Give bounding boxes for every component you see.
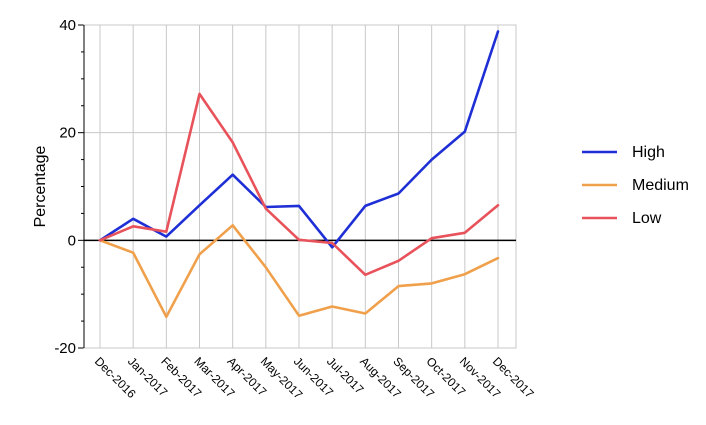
legend-label-high: High <box>632 144 665 161</box>
plot-frame <box>83 24 517 349</box>
series-line-high <box>98 30 500 249</box>
y-tick-label: 20 <box>59 125 76 142</box>
legend-label-low: Low <box>632 210 662 227</box>
series-lines <box>98 30 500 319</box>
series-line-medium <box>98 224 500 319</box>
axes <box>78 24 517 349</box>
y-tick-label: -20 <box>54 340 76 357</box>
series-line-low <box>98 92 500 277</box>
legend-label-medium: Medium <box>632 177 689 194</box>
y-axis-title: Percentage <box>32 145 49 227</box>
y-tick-label: 40 <box>59 17 76 34</box>
y-tick-label: 0 <box>68 232 76 249</box>
legend: High Medium Low <box>582 144 689 227</box>
grid <box>84 24 516 349</box>
